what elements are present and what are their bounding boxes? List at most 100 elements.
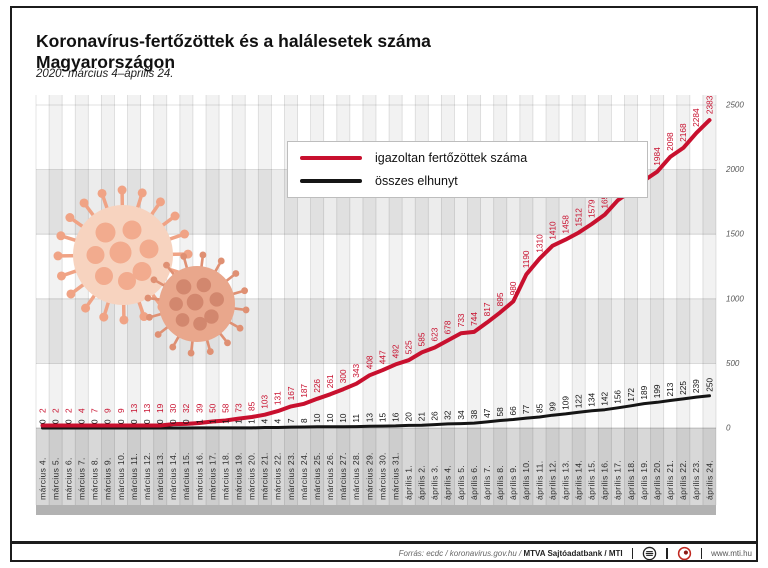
svg-text:2168: 2168 — [678, 123, 688, 142]
legend-label-confirmed: igazoltan fertőzöttek száma — [375, 151, 528, 165]
svg-text:525: 525 — [404, 340, 414, 354]
covid-line-chart: 2020204070909013013019030032039150158173… — [35, 95, 744, 515]
svg-text:500: 500 — [726, 359, 740, 368]
footer-source: Forrás: ecdc / koronavirus.gov.hu / MTVA… — [399, 549, 623, 558]
svg-text:187: 187 — [299, 384, 309, 398]
svg-text:2500: 2500 — [725, 101, 744, 110]
svg-text:április 4.: április 4. — [443, 465, 453, 500]
svg-text:1512: 1512 — [574, 208, 584, 227]
svg-text:április 17.: április 17. — [613, 460, 623, 500]
footer-site: www.mti.hu — [711, 548, 752, 558]
svg-text:április 10.: április 10. — [521, 460, 531, 500]
svg-text:április 15.: április 15. — [587, 460, 597, 500]
svg-text:142: 142 — [600, 391, 610, 405]
svg-text:1000: 1000 — [726, 294, 744, 303]
page-title-line1: Koronavírus-fertőzöttek és a halálesetek… — [36, 30, 431, 51]
svg-text:március 13.: március 13. — [155, 452, 165, 500]
svg-text:március 9.: március 9. — [103, 457, 113, 500]
svg-text:4: 4 — [77, 408, 87, 413]
svg-text:10: 10 — [312, 413, 322, 423]
svg-text:2098: 2098 — [665, 132, 675, 151]
svg-text:április 20.: április 20. — [652, 460, 662, 500]
svg-text:85: 85 — [247, 401, 257, 411]
svg-text:66: 66 — [508, 406, 518, 416]
svg-text:300: 300 — [338, 369, 348, 383]
svg-text:7: 7 — [90, 408, 100, 413]
svg-text:március 17.: március 17. — [207, 452, 217, 500]
svg-text:11: 11 — [351, 414, 361, 423]
svg-text:március 21.: március 21. — [260, 452, 270, 500]
svg-text:március 25.: március 25. — [312, 452, 322, 500]
svg-text:9: 9 — [116, 408, 126, 413]
svg-text:1579: 1579 — [587, 199, 597, 218]
svg-text:77: 77 — [521, 404, 531, 414]
svg-text:0: 0 — [37, 419, 47, 424]
svg-text:0: 0 — [90, 419, 100, 424]
svg-text:226: 226 — [312, 379, 322, 393]
svg-text:1458: 1458 — [560, 215, 570, 234]
svg-text:április 9.: április 9. — [508, 465, 518, 500]
mti-logo-icon — [677, 546, 691, 560]
svg-text:április 19.: április 19. — [639, 460, 649, 500]
svg-text:március 19.: március 19. — [234, 452, 244, 500]
svg-text:2284: 2284 — [691, 108, 701, 127]
footer-divider — [10, 541, 758, 544]
legend-label-deaths: összes elhunyt — [375, 174, 458, 188]
svg-text:2000: 2000 — [725, 165, 744, 174]
svg-text:408: 408 — [364, 355, 374, 369]
svg-text:225: 225 — [678, 381, 688, 395]
svg-text:34: 34 — [456, 410, 466, 420]
svg-text:7: 7 — [286, 418, 296, 423]
svg-text:április 12.: április 12. — [547, 460, 557, 500]
svg-text:122: 122 — [574, 394, 584, 408]
svg-text:0: 0 — [155, 419, 165, 424]
svg-text:0: 0 — [142, 419, 152, 424]
svg-text:március 27.: március 27. — [338, 452, 348, 500]
svg-text:március 24.: március 24. — [299, 452, 309, 500]
page-title-line2: Magyarországon — [36, 51, 176, 72]
svg-text:1190: 1190 — [521, 250, 531, 268]
svg-text:március 12.: március 12. — [142, 452, 152, 500]
svg-text:20: 20 — [404, 412, 414, 422]
footer-separator — [666, 547, 668, 559]
svg-text:március 20.: március 20. — [247, 452, 257, 500]
svg-text:4: 4 — [260, 419, 270, 424]
svg-text:50: 50 — [207, 403, 217, 413]
svg-text:április 1.: április 1. — [404, 465, 414, 500]
svg-text:167: 167 — [286, 386, 296, 400]
svg-text:103: 103 — [260, 394, 270, 408]
svg-text:32: 32 — [181, 403, 191, 413]
svg-text:26: 26 — [430, 411, 440, 421]
svg-text:13: 13 — [364, 413, 374, 423]
svg-text:2: 2 — [37, 408, 47, 413]
svg-text:16: 16 — [390, 412, 400, 422]
svg-text:13: 13 — [142, 403, 152, 413]
svg-text:8: 8 — [299, 418, 309, 423]
svg-text:április 8.: április 8. — [495, 465, 505, 500]
svg-text:március 28.: március 28. — [351, 452, 361, 500]
svg-text:13: 13 — [129, 403, 139, 413]
svg-text:1652: 1652 — [600, 190, 610, 209]
svg-text:623: 623 — [430, 327, 440, 341]
svg-text:980: 980 — [508, 281, 518, 295]
svg-text:április 6.: április 6. — [469, 465, 479, 500]
svg-text:85: 85 — [534, 403, 544, 413]
svg-text:2: 2 — [50, 408, 60, 413]
svg-text:172: 172 — [626, 388, 636, 402]
svg-text:április 5.: április 5. — [456, 465, 466, 500]
footer-separator — [631, 547, 634, 559]
svg-text:10: 10 — [338, 413, 348, 423]
svg-text:március 11.: március 11. — [129, 453, 139, 500]
svg-text:39: 39 — [194, 403, 204, 413]
svg-text:239: 239 — [691, 379, 701, 393]
svg-text:április 14.: április 14. — [574, 460, 584, 500]
legend-row-deaths: összes elhunyt — [300, 174, 647, 188]
svg-text:0: 0 — [116, 419, 126, 424]
svg-text:1310: 1310 — [534, 234, 544, 253]
svg-text:73: 73 — [234, 403, 244, 413]
footer: Forrás: ecdc / koronavirus.gov.hu / MTVA… — [399, 546, 752, 560]
svg-text:0: 0 — [168, 419, 178, 424]
svg-text:213: 213 — [665, 382, 675, 396]
svg-text:1410: 1410 — [547, 221, 557, 240]
